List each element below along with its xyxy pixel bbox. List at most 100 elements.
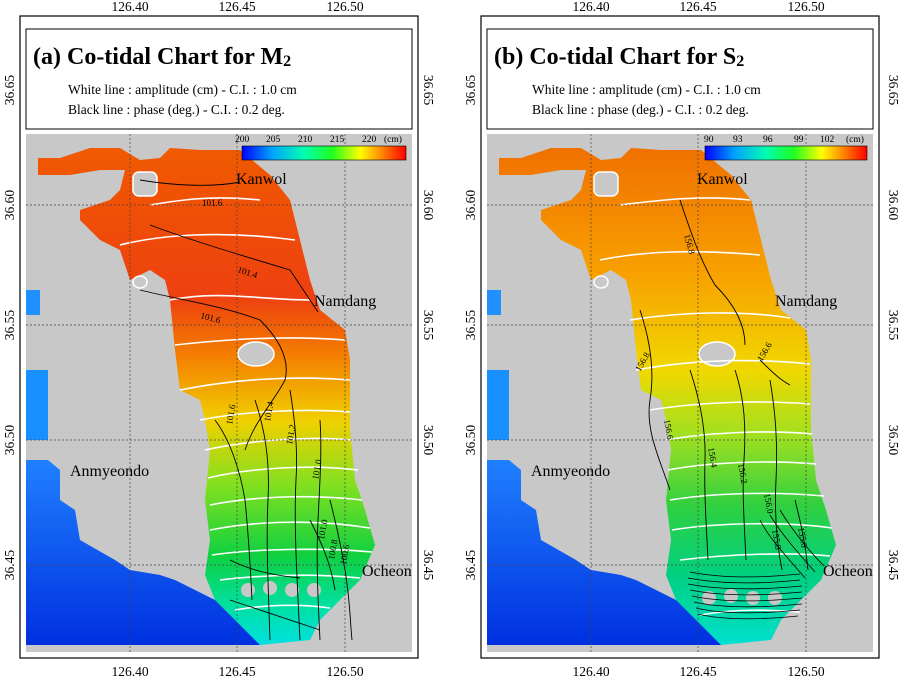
panel-b-bottom-ticks: 126.40 126.45 126.50 (572, 664, 824, 679)
panel-b-dense-contours (687, 509, 825, 620)
panel-a-colorbar-tick: 200 (235, 135, 250, 145)
panel-b-lat-tick: 36.65 (886, 75, 900, 106)
panel-a-contour-label: 100.8 (326, 538, 339, 560)
panel-b-lat-tick: 36.45 (886, 550, 900, 581)
panel-b-colorbar-tick: 102 (820, 135, 835, 145)
panel-b-phase-contours (639, 199, 809, 571)
panel-b-lon-tick: 126.40 (572, 0, 609, 14)
panel-b-legend-line1: White line : amplitude (cm) - C.I. : 1.0… (532, 82, 761, 97)
panel-a-lat-tick: 36.60 (2, 190, 17, 221)
panel-a-title: (a) Co-tidal Chart for M2 (33, 44, 291, 70)
panel-b-right-ticks: 36.65 36.60 36.55 36.50 36.45 (886, 75, 900, 581)
panel-a-bottom-ticks: 126.40 126.45 126.50 (111, 664, 363, 679)
panel-b-lat-tick: 36.60 (886, 190, 900, 221)
panel-a-lon-tick: 126.40 (111, 0, 148, 14)
panel-b-title: (b) Co-tidal Chart for S2 (494, 44, 744, 70)
panel-b-islet-2 (724, 589, 738, 603)
panel-a-lat-tick: 36.65 (2, 75, 17, 106)
panel-b-colorbar-tick: (cm) (846, 134, 864, 145)
panel-a-legend-line1: White line : amplitude (cm) - C.I. : 1.0… (68, 82, 297, 97)
panel-b-lat-tick: 36.65 (463, 75, 478, 106)
panel-b-top-ticks: 126.40 126.45 126.50 (572, 0, 824, 14)
panel-a-title-main: (a) Co-tidal Chart for M (33, 44, 283, 70)
panel-b-lat-tick: 36.55 (463, 310, 478, 341)
panel-b-islet-4 (768, 591, 782, 605)
panel-a-contour-label: 101.0 (316, 518, 329, 540)
panel-b-lat-tick: 36.50 (463, 425, 478, 456)
panel-b-place-anmyeondo: Anmyeondo (531, 463, 610, 480)
panel-b-island-1 (593, 171, 619, 197)
panel-b-lat-tick: 36.55 (886, 310, 900, 341)
panel-a-place-anmyeondo: Anmyeondo (70, 463, 149, 480)
panel-a-amplitude-contours (119, 197, 373, 611)
panel-a-title-box (25, 28, 413, 130)
panel-a-contour-label: 101.4 (262, 400, 275, 422)
panel-a-legend-line2: Black line : phase (deg.) - C.I. : 0.2 d… (68, 102, 285, 117)
panel-b-islet-1 (702, 591, 716, 605)
panel-a-lat-tick: 36.55 (2, 310, 17, 341)
panel-a-left-ticks: 36.65 36.60 36.55 36.50 36.45 (2, 75, 17, 581)
panel-b-contour-label: 156.0 (762, 493, 775, 515)
panel-b-lat-tick: 36.50 (886, 425, 900, 456)
panel-b-lat-tick: 36.45 (463, 550, 478, 581)
panel-a-bay-water (38, 148, 375, 645)
panel-a-island-1 (132, 171, 158, 197)
panel-b-lon-tick: 126.50 (787, 0, 824, 14)
panel-b-lon-tick: 126.50 (787, 664, 824, 679)
panel-b-legend-line2: Black line : phase (deg.) - C.I. : 0.2 d… (532, 102, 749, 117)
panel-a-right-ticks: 36.65 36.60 36.55 36.50 36.45 (421, 75, 436, 581)
panel-b-contour-label: 156.6 (662, 419, 675, 441)
panel-a-colorbar-tick: 205 (266, 135, 281, 145)
panel-b-west-water-strip (487, 370, 509, 440)
panel-a-colorbar (241, 145, 407, 161)
panel-b-contour-label: 156.2 (736, 463, 749, 485)
panel-a-top-ticks: 126.40 126.45 126.50 (111, 0, 363, 14)
panel-a-lon-tick: 126.50 (326, 664, 363, 679)
panel-b-lon-tick: 126.40 (572, 664, 609, 679)
panel-b-colorbar-tick: 99 (794, 135, 804, 145)
panel-b-title-box (486, 28, 874, 130)
panel-b-left-ticks: 36.65 36.60 36.55 36.50 36.45 (463, 75, 478, 581)
panel-b-colorbar-tick: 96 (763, 135, 773, 145)
panel-b-islet-3 (746, 591, 760, 605)
panel-a-title-subscript: 2 (283, 53, 291, 70)
panel-b-west-water-small (487, 290, 501, 315)
panel-b-west-water (487, 460, 721, 645)
panel-a-lat-tick: 36.50 (2, 425, 17, 456)
panel-b-grid (487, 134, 873, 652)
panel-a-colorbar-tick: 210 (298, 135, 313, 145)
panel-b-place-ocheon: Ocheon (823, 563, 873, 580)
panel-b-places: Kanwol Namdang Anmyeondo Ocheon (531, 171, 873, 580)
panel-a-lon-tick: 126.45 (218, 664, 255, 679)
panel-a-lat-tick: 36.45 (2, 550, 17, 581)
panel-a-colorbar-ticks: 200 205 210 215 220 (cm) (235, 134, 402, 145)
panel-a-island-3 (132, 275, 148, 289)
panel-a-lat-tick: 36.55 (421, 310, 436, 341)
panel-a: 101.6 101.4 101.6 101.6 101.4 101.2 101.… (2, 0, 436, 679)
panel-a-grid (26, 134, 412, 652)
panel-a-lat-tick: 36.65 (421, 75, 436, 106)
panel-a-west-water-strip (26, 370, 48, 440)
panel-b-lon-tick: 126.45 (679, 0, 716, 14)
panel-b-colorbar (704, 145, 868, 161)
panel-a-islet-2 (263, 581, 277, 595)
panel-a-place-ocheon: Ocheon (362, 563, 412, 580)
panel-b-colorbar-ticks: 90 93 96 99 102 (cm) (704, 134, 864, 145)
panel-b-colorbar-tick: 90 (704, 135, 714, 145)
panel-a-lon-tick: 126.40 (111, 664, 148, 679)
panel-a-lat-tick: 36.45 (421, 550, 436, 581)
panel-b-colorbar-tick: 93 (733, 135, 743, 145)
panel-a-colorbar-tick: 215 (330, 135, 345, 145)
panel-b-place-namdang: Namdang (775, 293, 837, 310)
panel-a-contour-label: 101.6 (224, 403, 237, 425)
panel-a-lat-tick: 36.50 (421, 425, 436, 456)
panel-a-places: Kanwol Namdang Anmyeondo Ocheon (70, 171, 412, 580)
panel-a-west-water-small (26, 290, 40, 315)
panel-b-title-main: (b) Co-tidal Chart for S (494, 44, 736, 70)
panel-a-islet-3 (285, 583, 299, 597)
panel-b: 156.8 156.8 156.6 156.6 156.4 156.2 156.… (463, 0, 900, 679)
panel-a-islet-4 (307, 583, 321, 597)
panel-b-place-kanwol: Kanwol (697, 171, 748, 188)
panel-b-lon-tick: 126.45 (679, 664, 716, 679)
